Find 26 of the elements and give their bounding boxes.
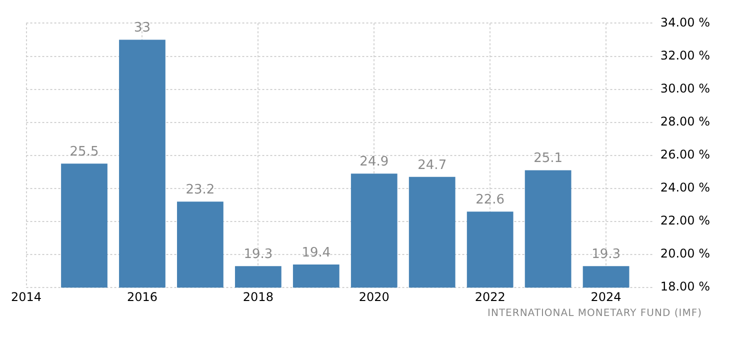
x-tick-label: 2016 bbox=[126, 290, 158, 304]
x-tick-label: 2014 bbox=[10, 290, 42, 304]
y-tick-label: 20.00 % bbox=[660, 246, 710, 261]
x-tick-label: 2024 bbox=[590, 290, 622, 304]
y-tick-label: 32.00 % bbox=[660, 48, 710, 62]
data-label: 23.2 bbox=[186, 182, 215, 198]
data-label: 25.1 bbox=[534, 151, 563, 166]
y-tick-label: 28.00 % bbox=[660, 114, 710, 128]
data-label: 33 bbox=[134, 20, 150, 36]
data-label: 19.3 bbox=[244, 246, 273, 262]
y-tick-label: 34.00 % bbox=[660, 15, 710, 30]
y-tick-label: 26.00 % bbox=[660, 148, 710, 162]
data-label: 19.4 bbox=[302, 245, 331, 260]
data-label: 22.6 bbox=[476, 192, 505, 208]
data-label: 24.7 bbox=[418, 158, 447, 173]
data-label: 19.3 bbox=[592, 246, 621, 262]
x-tick-label: 2018 bbox=[242, 290, 274, 304]
y-tick-label: 22.00 % bbox=[660, 214, 710, 228]
y-tick-label: 30.00 % bbox=[660, 81, 710, 96]
data-label: 24.9 bbox=[360, 154, 389, 170]
x-tick-label: 2022 bbox=[474, 290, 506, 304]
text: INTERNATIONAL MONETARY FUND (IMF) bbox=[488, 308, 702, 319]
x-tick-label: 2020 bbox=[358, 290, 390, 304]
y-tick-label: 24.00 % bbox=[660, 180, 710, 195]
data-label: 25.5 bbox=[70, 144, 99, 160]
y-tick-label: 18.00 % bbox=[660, 280, 710, 294]
